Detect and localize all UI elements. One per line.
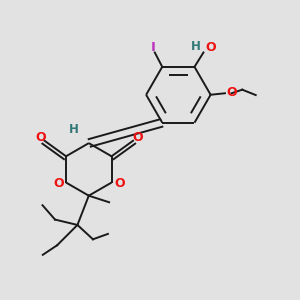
Text: O: O <box>132 131 142 144</box>
Text: I: I <box>151 40 156 54</box>
Text: H: H <box>69 123 79 136</box>
Text: O: O <box>35 131 46 144</box>
Text: O: O <box>114 177 124 190</box>
Text: O: O <box>205 40 216 54</box>
Text: H: H <box>191 40 201 53</box>
Text: O: O <box>226 86 237 100</box>
Text: O: O <box>53 177 64 190</box>
